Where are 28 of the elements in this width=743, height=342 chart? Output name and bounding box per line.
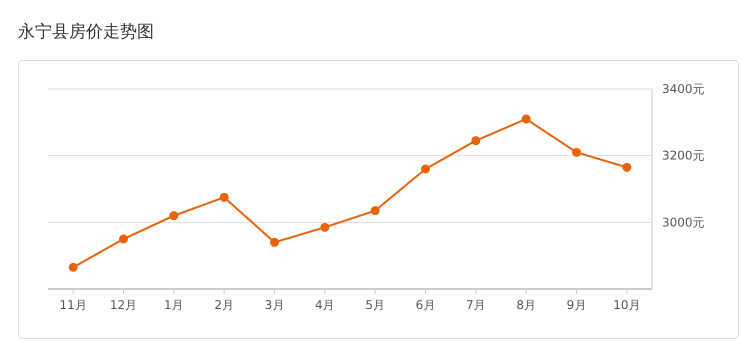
point [270, 238, 279, 247]
x-tick-label: 5月 [365, 298, 385, 312]
point [370, 206, 380, 216]
point [522, 114, 531, 124]
x-tick-label: 10月 [613, 298, 640, 312]
x-tick-label: 11月 [60, 298, 87, 312]
x-tick-label: 1月 [164, 298, 184, 312]
y-tick-label: 3400元 [662, 82, 705, 96]
y-tick-label: 3200元 [662, 148, 705, 163]
point [622, 162, 632, 172]
point [471, 136, 480, 146]
y-tick-label: 3000元 [662, 215, 705, 230]
point [119, 234, 128, 244]
x-tick-label: 9月 [566, 298, 586, 312]
x-tick-label: 7月 [466, 298, 486, 312]
point [421, 164, 430, 174]
x-tick-label: 6月 [416, 298, 436, 312]
x-tick-label: 3月 [264, 298, 284, 312]
point [572, 148, 581, 157]
x-tick-label: 12月 [110, 298, 138, 312]
title: 永宁县房价走势图 [18, 22, 154, 42]
point [320, 222, 330, 232]
x-tick-label: 4月 [315, 298, 335, 312]
x-tick-label: 2月 [214, 298, 234, 312]
point [68, 262, 78, 272]
point [169, 211, 178, 220]
point [220, 192, 229, 202]
x-tick-label: 8月 [516, 298, 536, 312]
